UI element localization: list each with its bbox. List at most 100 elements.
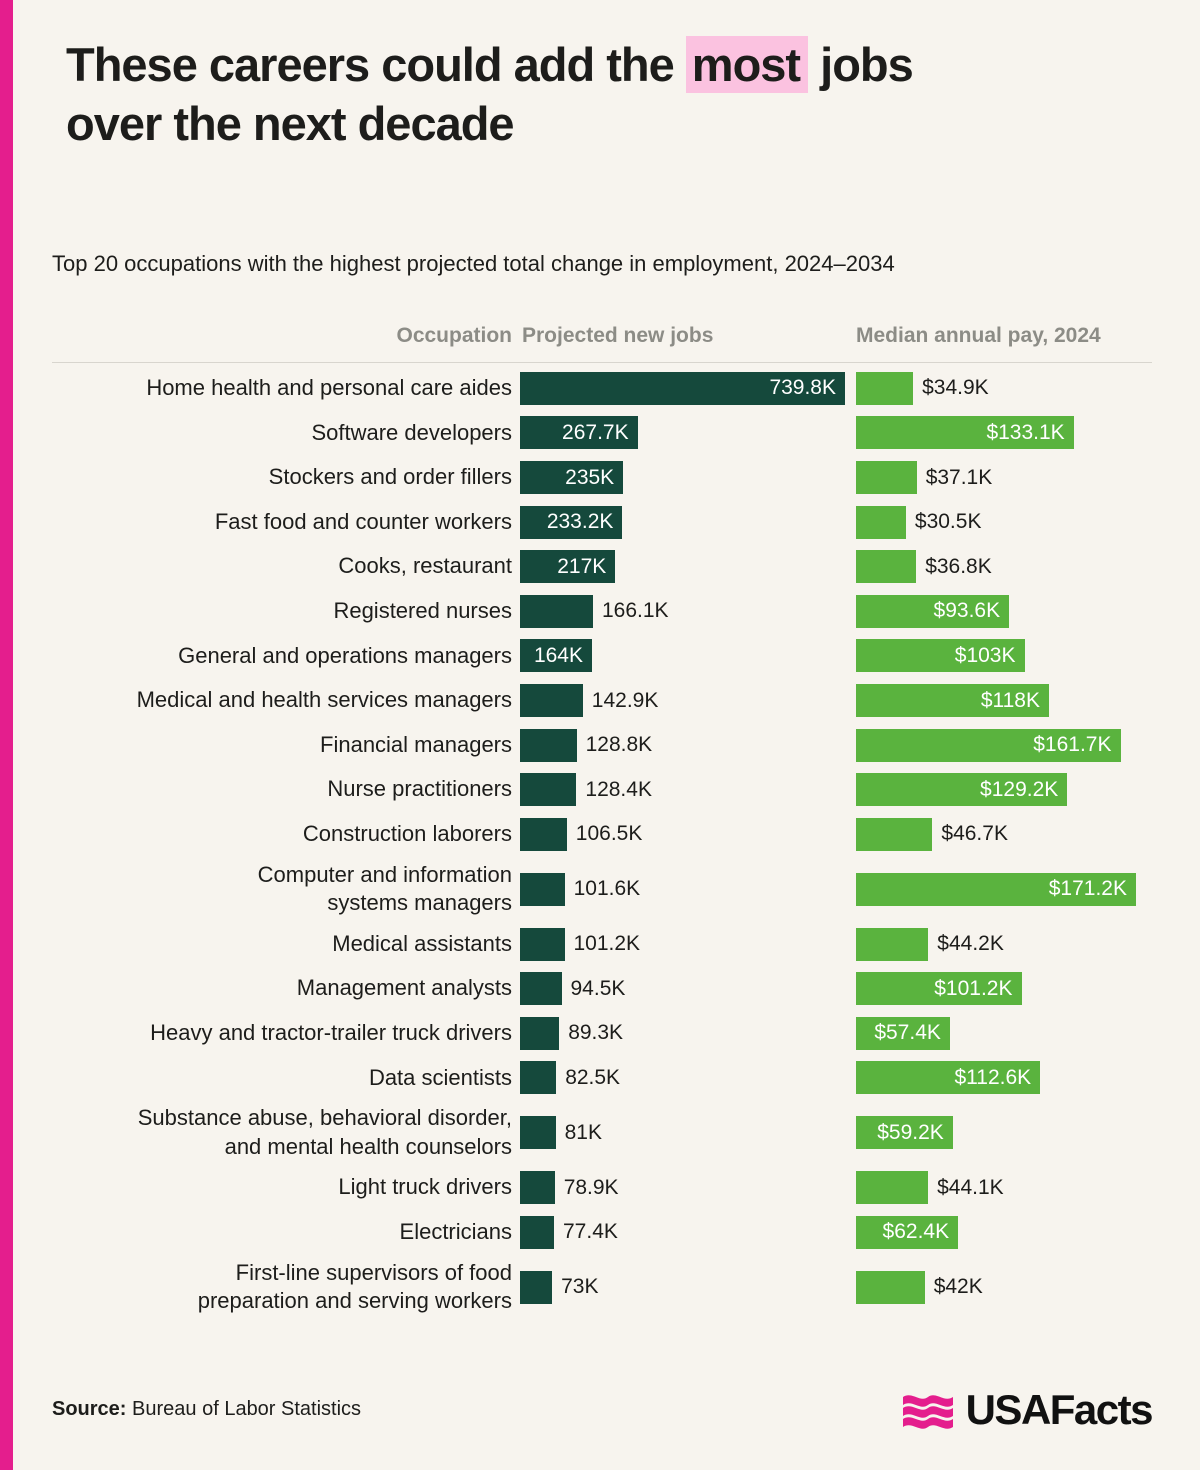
- pay-bar-cell: $46.7K: [848, 817, 1152, 851]
- pay-bar-cell: $103K: [848, 639, 1152, 673]
- jobs-bar-cell: 233.2K: [512, 505, 848, 539]
- jobs-bar-cell: 267.7K: [512, 416, 848, 450]
- jobs-bar-cell: 128.8K: [512, 728, 848, 762]
- table-row: Construction laborers 106.5K $46.7K: [52, 812, 1152, 857]
- title-line2: over the next decade: [66, 96, 515, 150]
- occupation-label: First-line supervisors of food preparatio…: [197, 1259, 512, 1314]
- jobs-bar: [520, 773, 577, 807]
- occupation-label: Heavy and tractor-trailer truck drivers: [150, 1020, 512, 1045]
- occupation-label: Medical assistants: [332, 930, 512, 956]
- occupation-label: Computer and information systems managers: [257, 861, 512, 916]
- table-row: Management analysts 94.5K $101.2K: [52, 966, 1152, 1011]
- table-row: Medical and health services managers 142…: [52, 678, 1152, 723]
- jobs-value-label: 82.5K: [565, 1065, 621, 1089]
- jobs-bar-cell: 94.5K: [512, 972, 848, 1006]
- column-header-occupation: Occupation: [396, 324, 512, 348]
- jobs-bar-cell: 142.9K: [512, 684, 848, 718]
- pay-bar: $133.1K: [856, 416, 1074, 450]
- table-row: Nurse practitioners 128.4K $129.2K: [52, 767, 1152, 812]
- jobs-bar: 217K: [520, 550, 616, 584]
- occupation-label: Fast food and counter workers: [214, 508, 512, 534]
- jobs-bar: [520, 872, 565, 906]
- jobs-bar: [520, 1171, 555, 1205]
- jobs-bar-cell: 164K: [512, 639, 848, 673]
- occupation-label: Stockers and order fillers: [268, 464, 512, 490]
- pay-bar-cell: $30.5K: [848, 505, 1152, 539]
- usafacts-logo-text: USAFacts: [965, 1385, 1154, 1433]
- jobs-bar-cell: 82.5K: [512, 1061, 848, 1095]
- occupation-label: Software developers: [311, 419, 512, 445]
- jobs-bar: [520, 684, 583, 718]
- usafacts-logo: USAFacts: [902, 1385, 1154, 1434]
- occupation-label: Construction laborers: [302, 821, 512, 847]
- jobs-bar-cell: 166.1K: [512, 594, 848, 628]
- pay-bar: $171.2K: [856, 872, 1136, 906]
- jobs-bar: [520, 1215, 554, 1249]
- table-row: General and operations managers 164K $10…: [52, 634, 1152, 679]
- pay-value-label: $171.2K: [1048, 877, 1127, 901]
- jobs-value-label: 235K: [565, 465, 615, 489]
- pay-bar-cell: $37.1K: [848, 461, 1152, 495]
- pay-bar: $57.4K: [856, 1016, 950, 1050]
- occupation-label: Registered nurses: [333, 598, 512, 624]
- jobs-value-label: 166.1K: [602, 599, 669, 623]
- occupation-label: Substance abuse, behavioral disorder, and…: [137, 1105, 512, 1159]
- jobs-value-label: 233.2K: [546, 510, 614, 534]
- pay-bar-cell: $171.2K: [848, 872, 1152, 906]
- table-row: Stockers and order fillers 235K $37.1K: [52, 455, 1152, 500]
- jobs-value-label: 128.4K: [585, 777, 652, 801]
- pay-value-label: $161.7K: [1033, 733, 1112, 757]
- pay-value-label: $103K: [954, 643, 1016, 667]
- pay-bar: $62.4K: [856, 1215, 959, 1249]
- jobs-value-label: 217K: [557, 554, 607, 578]
- jobs-bar: [520, 1061, 557, 1095]
- jobs-bar: 739.8K: [520, 371, 845, 405]
- jobs-value-label: 739.8K: [769, 376, 836, 400]
- page-title: These careers could add the most jobs ove…: [66, 36, 1152, 154]
- jobs-bar-cell: 101.6K: [512, 872, 848, 906]
- jobs-bar: 267.7K: [520, 416, 638, 450]
- pay-bar-cell: $101.2K: [848, 972, 1152, 1006]
- pay-bar-cell: $118K: [848, 684, 1152, 718]
- jobs-bar: 164K: [520, 639, 592, 673]
- jobs-value-label: 89.3K: [568, 1021, 624, 1045]
- column-header-projected-jobs: Projected new jobs: [522, 324, 714, 348]
- jobs-bar-cell: 81K: [512, 1116, 848, 1150]
- pay-value-label: $112.6K: [954, 1065, 1032, 1089]
- pay-value-label: $44.2K: [937, 932, 1004, 956]
- jobs-bar: [520, 1270, 553, 1304]
- source-note: Source: Bureau of Labor Statistics: [52, 1398, 361, 1421]
- jobs-value-label: 77.4K: [563, 1220, 618, 1244]
- pay-bar-cell: $93.6K: [848, 594, 1152, 628]
- pay-value-label: $118K: [980, 688, 1040, 712]
- jobs-value-label: 128.8K: [585, 733, 653, 757]
- occupation-label: Medical and health services managers: [136, 687, 512, 713]
- pay-value-label: $30.5K: [914, 510, 982, 534]
- table-row: Medical assistants 101.2K $44.2K: [52, 922, 1152, 967]
- table-row: Electricians 77.4K $62.4K: [52, 1210, 1152, 1255]
- source-label: Source:: [52, 1398, 127, 1421]
- pay-bar-cell: $42K: [848, 1270, 1152, 1304]
- pay-bar: $93.6K: [856, 594, 1010, 628]
- pay-value-label: $93.6K: [933, 599, 1001, 623]
- pay-value-label: $42K: [933, 1275, 983, 1299]
- pay-bar: $118K: [856, 684, 1049, 718]
- pay-value-label: $36.8K: [925, 554, 992, 578]
- pay-bar-cell: $36.8K: [848, 550, 1152, 584]
- occupation-label: Data scientists: [368, 1064, 512, 1090]
- chart-rows: Home health and personal care aides 739.…: [52, 363, 1152, 1320]
- jobs-value-label: 142.9K: [591, 688, 659, 712]
- jobs-bar-cell: 106.5K: [512, 817, 848, 851]
- table-row: Light truck drivers 78.9K $44.1K: [52, 1165, 1152, 1210]
- pay-bar: $129.2K: [856, 773, 1068, 807]
- pay-value-label: $101.2K: [934, 976, 1013, 1000]
- pay-bar-cell: $62.4K: [848, 1215, 1152, 1249]
- occupation-label: Light truck drivers: [338, 1174, 512, 1200]
- title-text: These careers could add the: [66, 38, 686, 91]
- chart-subtitle: Top 20 occupations with the highest proj…: [52, 250, 895, 276]
- jobs-bar-cell: 77.4K: [512, 1215, 848, 1249]
- pay-bar-cell: $44.2K: [848, 927, 1152, 961]
- jobs-bar: [520, 1016, 560, 1050]
- pay-bar: $59.2K: [856, 1116, 953, 1150]
- jobs-bar: [520, 972, 562, 1006]
